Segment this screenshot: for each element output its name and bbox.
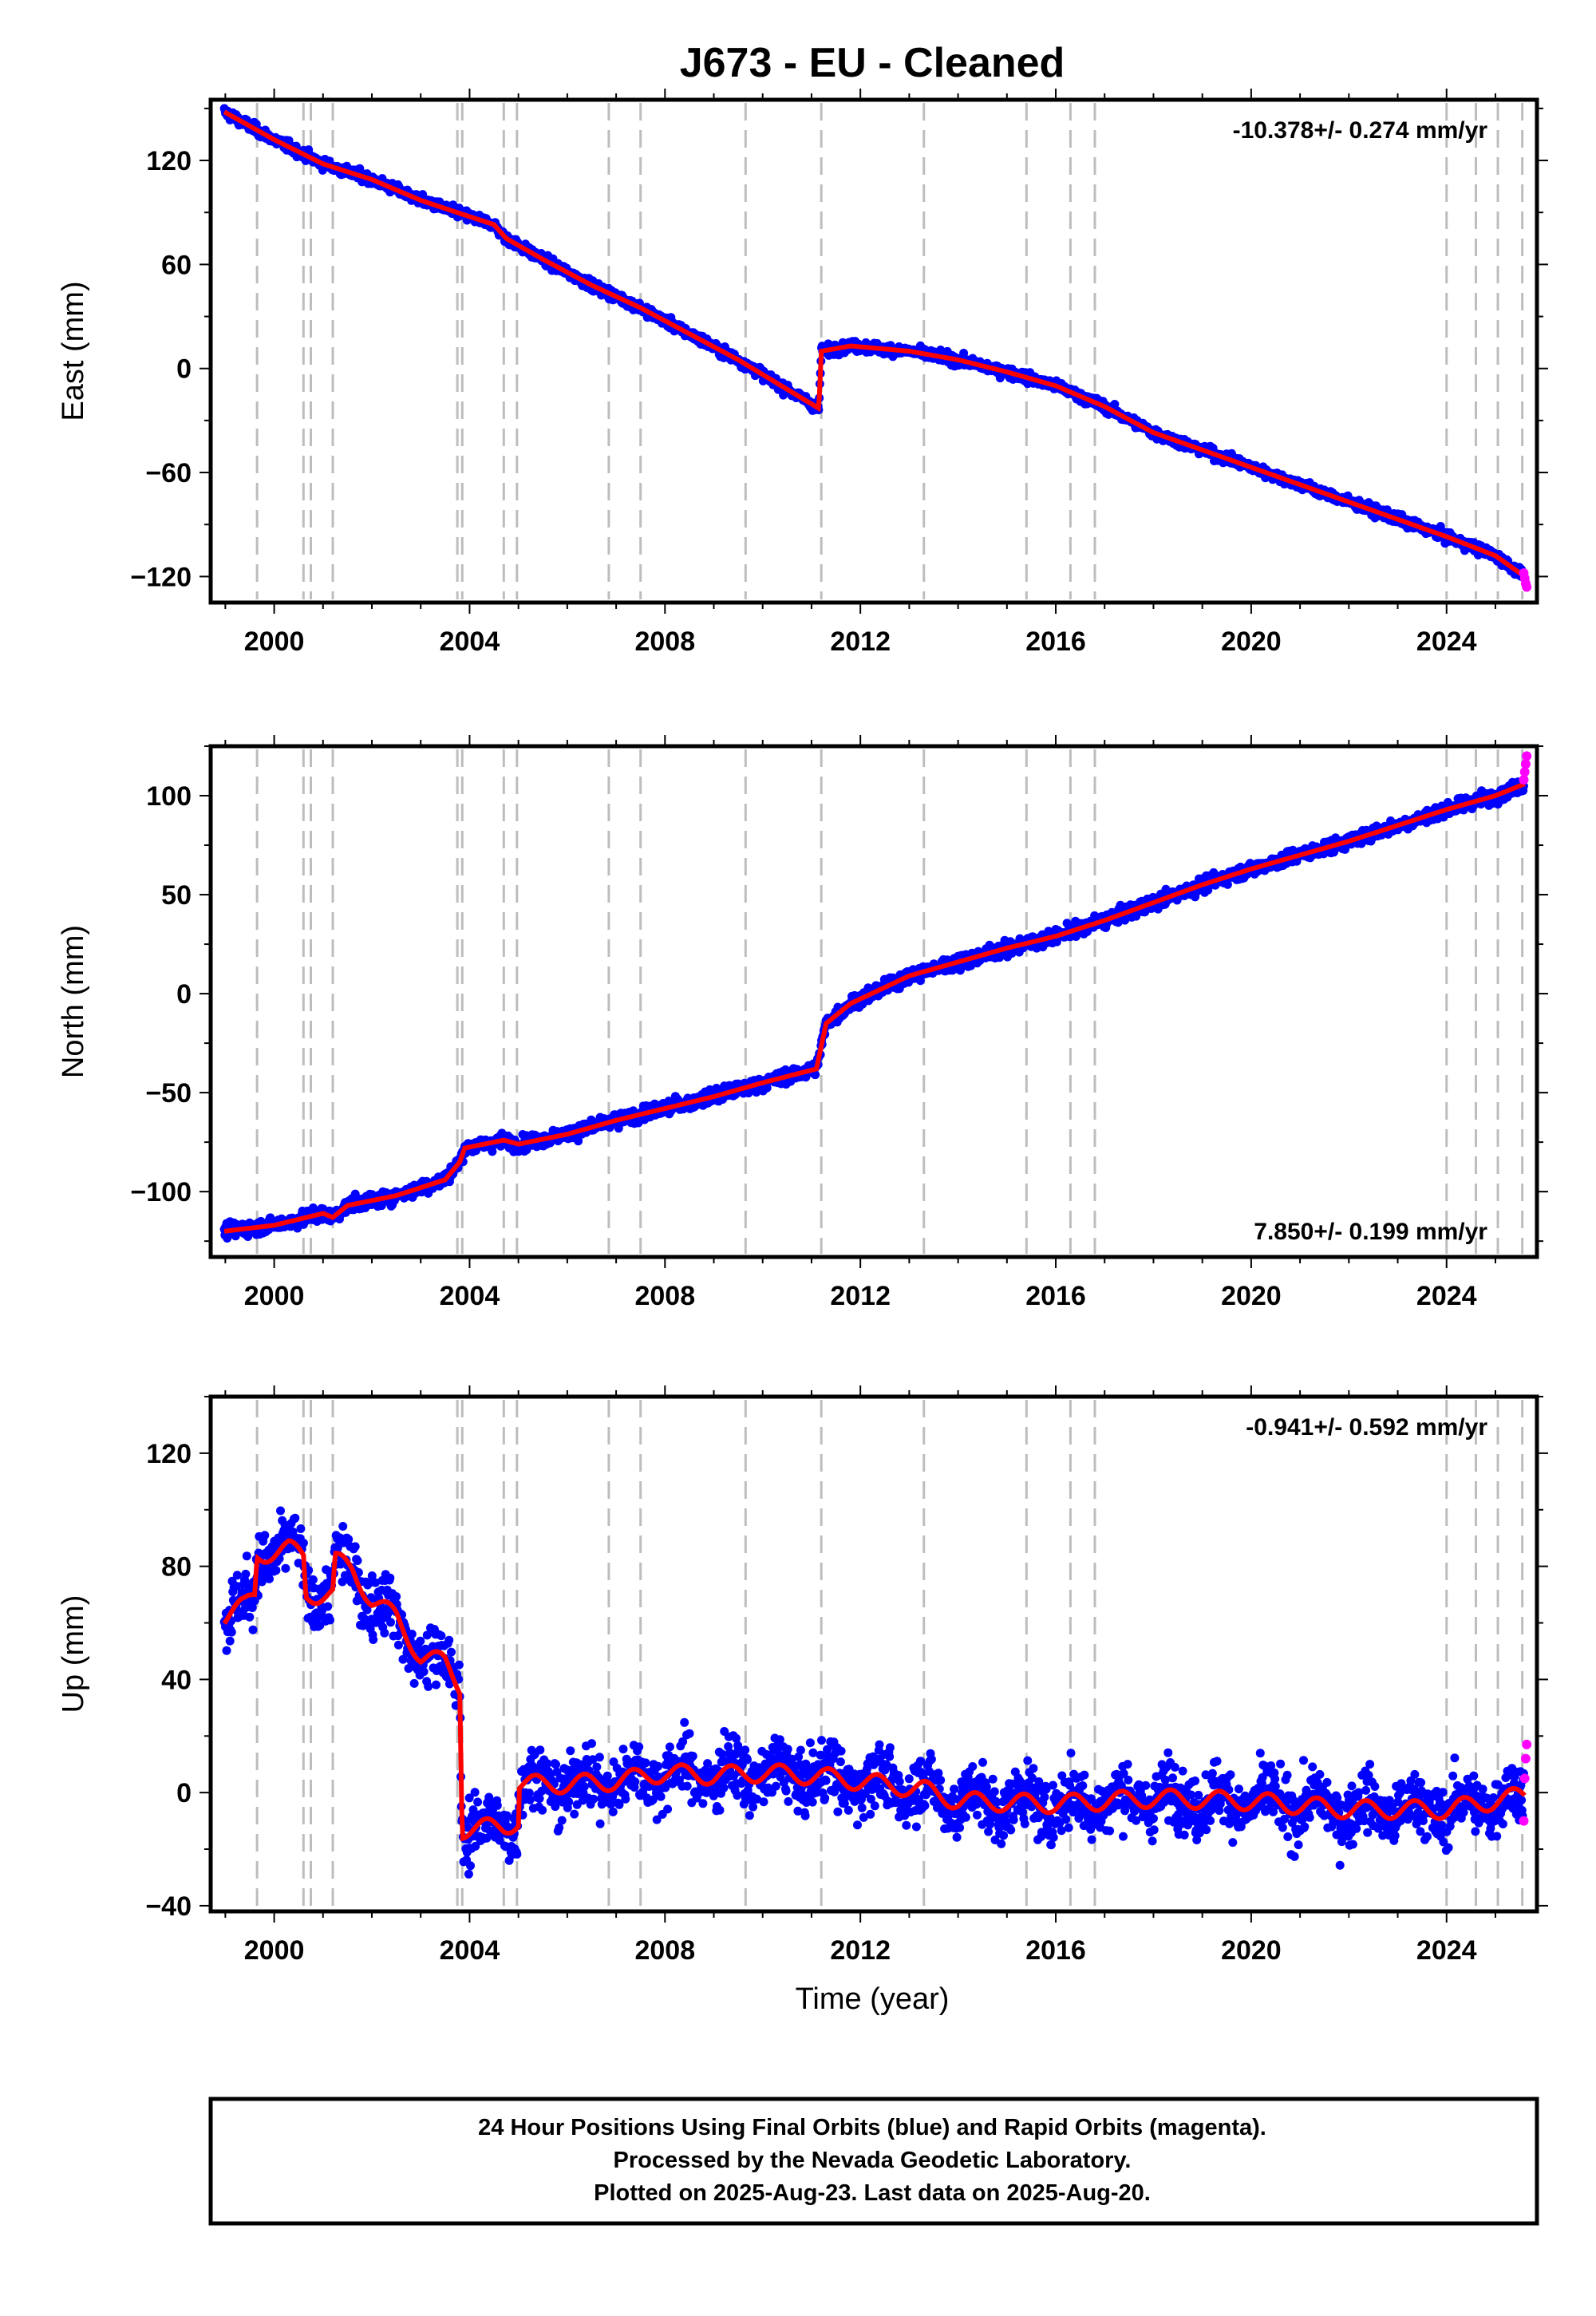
final-orbit-point: [281, 1563, 290, 1573]
x-tick-label: 2016: [1025, 626, 1086, 657]
x-tick-label: 2012: [830, 626, 891, 657]
x-tick-label: 2016: [1025, 1281, 1086, 1311]
x-tick-label: 2024: [1416, 626, 1477, 657]
x-tick-label: 2004: [440, 626, 500, 657]
east-rate-label: -10.378+/- 0.274 mm/yr: [1233, 117, 1488, 144]
up-event-lines: [255, 1400, 1524, 1908]
y-tick-label: −60: [145, 458, 192, 488]
east-panel: 2000 2004 2008 2012 2016 2020 2024 −120 −60 0 60 12…: [57, 89, 1548, 657]
x-tick-label: 2008: [634, 626, 695, 657]
x-tick-label: 2004: [440, 1281, 500, 1311]
north-y-axis-label: North (mm): [57, 925, 90, 1078]
final-orbit-point: [260, 1531, 270, 1540]
x-tick-label: 2000: [244, 626, 305, 657]
final-orbit-point: [762, 1083, 772, 1093]
final-orbit-point: [1110, 400, 1120, 409]
east-final-orbit-points: [219, 104, 1528, 582]
east-panel-frame: [208, 97, 1539, 605]
chart-title: J673 - EU - Cleaned: [680, 40, 1065, 86]
x-tick-label: 2008: [634, 1281, 695, 1311]
y-tick-label: 60: [161, 250, 192, 280]
final-orbit-point: [574, 1136, 583, 1146]
rapid-orbit-point: [1520, 759, 1531, 769]
y-tick-label: −50: [145, 1078, 192, 1109]
rapid-orbit-point: [1522, 582, 1532, 592]
north-model-fit-line: [223, 781, 1526, 1234]
y-tick-label: 0: [176, 354, 192, 385]
final-orbit-point: [276, 1506, 285, 1516]
final-orbit-point: [222, 1646, 231, 1655]
final-orbit-point: [811, 1070, 820, 1080]
x-tick-label: 2020: [1221, 1281, 1282, 1311]
east-y-axis-label: East (mm): [57, 281, 90, 421]
north-panel: 2000 2004 2008 2012 2016 2020 2024 −100 −50 0 50 10…: [57, 735, 1548, 1311]
final-orbit-point: [247, 1603, 257, 1612]
x-tick-label: 2024: [1416, 1281, 1477, 1311]
y-tick-label: −120: [130, 562, 192, 592]
final-orbit-point: [225, 1636, 235, 1646]
x-tick-label: 2012: [830, 1281, 891, 1311]
x-tick-label: 2020: [1221, 626, 1282, 657]
rapid-orbit-point: [1519, 767, 1530, 777]
north-rate-label: 7.850+/- 0.199 mm/yr: [1254, 1219, 1487, 1245]
final-orbit-point: [232, 1571, 242, 1580]
y-tick-label: −100: [130, 1177, 192, 1207]
final-orbit-point: [271, 1566, 281, 1575]
final-orbit-point: [245, 1612, 255, 1622]
y-tick-label: 50: [161, 880, 192, 911]
final-orbit-point: [241, 1569, 251, 1579]
y-tick-label: 100: [146, 781, 192, 812]
x-tick-label: 2000: [244, 1281, 305, 1311]
final-orbit-point: [232, 1582, 242, 1591]
rapid-orbit-point: [1519, 775, 1529, 785]
final-orbit-point: [227, 1627, 236, 1637]
rapid-orbit-point: [1522, 751, 1532, 761]
north-panel-frame: [208, 744, 1539, 1259]
y-tick-label: 0: [176, 979, 192, 1010]
final-orbit-point: [242, 1551, 251, 1561]
y-tick-label: 120: [146, 146, 192, 176]
final-orbit-point: [248, 1625, 258, 1634]
final-orbit-point: [1223, 879, 1232, 889]
up-panel: 2000 2004 2008 2012 2016 2020 2024−4004080120U…: [57, 1385, 1548, 1966]
up-final-orbit-points: [219, 1506, 1528, 1879]
east-model-fit-line: [223, 109, 1527, 579]
final-orbit-point: [265, 1574, 274, 1583]
